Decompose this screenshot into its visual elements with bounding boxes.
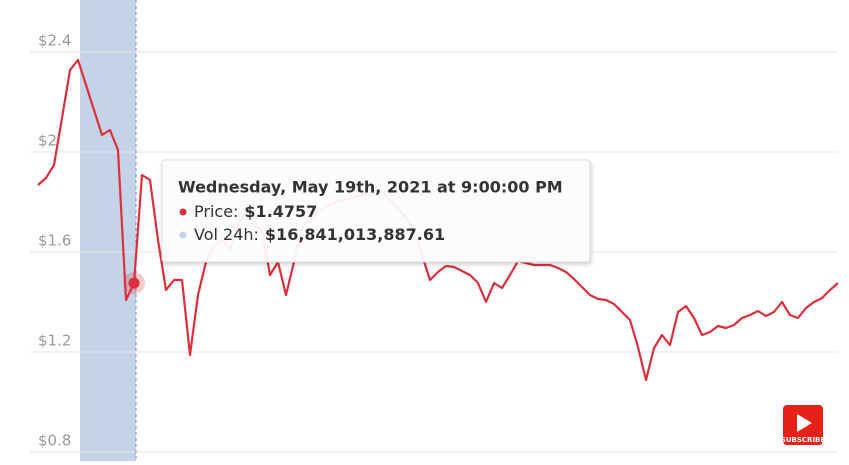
hover-point (128, 277, 140, 289)
y-tick-label: $1.6 (38, 232, 71, 250)
tooltip-value: $16,841,013,887.61 (265, 225, 445, 244)
tooltip-bullet (179, 231, 187, 239)
tooltip-box (161, 159, 591, 263)
tooltip-row: Vol 24h: $16,841,013,887.61 (194, 225, 445, 244)
play-icon (797, 414, 812, 432)
tooltip-title: Wednesday, May 19th, 2021 at 9:00:00 PM (178, 178, 563, 197)
plot (37, 58, 839, 382)
tooltip-row: Price: $1.4757 (194, 202, 317, 221)
y-tick-label: $2 (38, 132, 57, 150)
y-tick-label: $1.2 (38, 332, 71, 350)
tooltip-rows: Price: $1.4757 Vol 24h: $16,841,013,887.61 (179, 202, 445, 244)
badge-text: SUBSCRIBE (781, 436, 826, 444)
subscribe-badge[interactable]: SUBSCRIBE (781, 405, 826, 445)
tooltip-value: $1.4757 (244, 202, 317, 221)
price-line (37, 58, 839, 382)
y-tick-label: $2.4 (38, 32, 71, 50)
tooltip-label: Vol 24h: (194, 225, 259, 244)
tooltip-label: Price: (194, 202, 238, 221)
highlight-band (80, 0, 136, 461)
tooltip-bullet (179, 208, 187, 216)
y-tick-label: $0.8 (38, 432, 71, 450)
tooltip: Wednesday, May 19th, 2021 at 9:00:00 PM … (161, 159, 591, 263)
